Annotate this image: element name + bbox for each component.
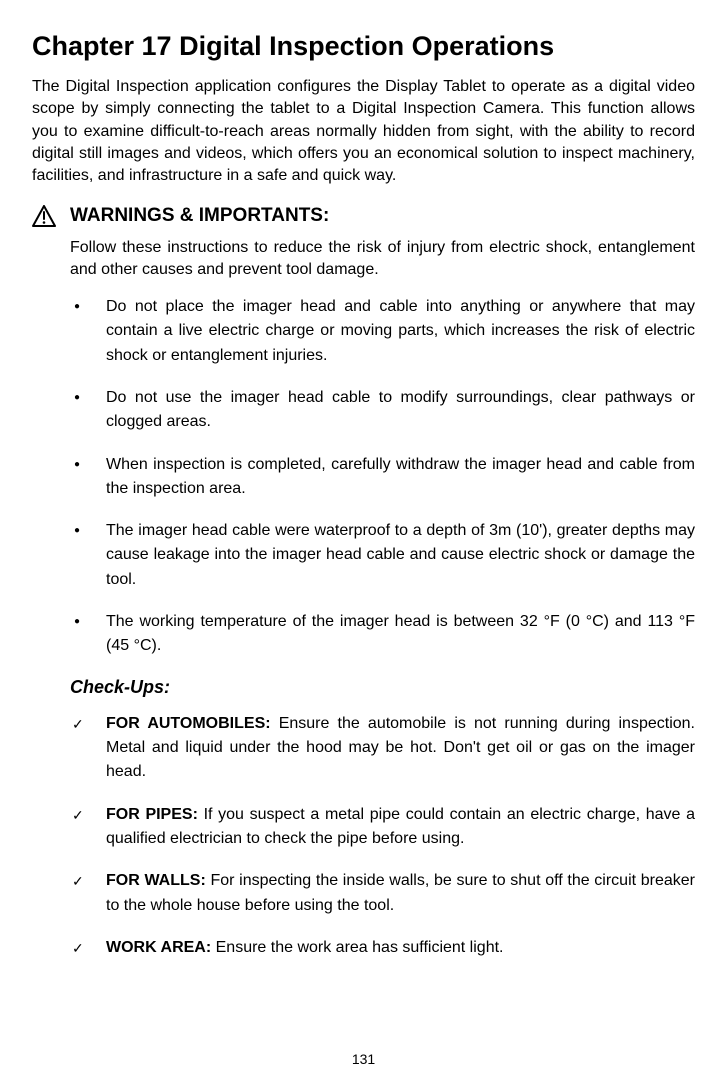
warning-item: Do not use the imager head cable to modi… (70, 386, 695, 435)
chapter-name: Digital Inspection Operations (179, 31, 554, 61)
checkup-lead: WORK AREA: (106, 939, 211, 956)
checkup-lead: FOR PIPES: (106, 806, 198, 823)
warning-item: The imager head cable were waterproof to… (70, 519, 695, 592)
warning-item: When inspection is completed, carefully … (70, 453, 695, 502)
warning-item: The working temperature of the imager he… (70, 610, 695, 659)
checkup-item: FOR PIPES: If you suspect a metal pipe c… (70, 803, 695, 852)
checkup-lead: FOR AUTOMOBILES: (106, 715, 271, 732)
checkup-lead: FOR WALLS: (106, 872, 206, 889)
warnings-title: WARNINGS & IMPORTANTS: (70, 205, 329, 227)
warnings-list: Do not place the imager head and cable i… (70, 295, 695, 659)
checkup-item: FOR AUTOMOBILES: Ensure the automobile i… (70, 712, 695, 785)
checkup-item: FOR WALLS: For inspecting the inside wal… (70, 869, 695, 918)
chapter-title: Chapter 17 Digital Inspection Operations (32, 30, 695, 62)
page-number: 131 (0, 1051, 727, 1067)
warning-icon (32, 205, 56, 227)
checkups-list: FOR AUTOMOBILES: Ensure the automobile i… (70, 712, 695, 961)
intro-paragraph: The Digital Inspection application confi… (32, 76, 695, 186)
chapter-label: Chapter 17 (32, 31, 172, 61)
warning-item: Do not place the imager head and cable i… (70, 295, 695, 368)
checkup-item: WORK AREA: Ensure the work area has suff… (70, 936, 695, 960)
warnings-intro: Follow these instructions to reduce the … (70, 237, 695, 281)
warnings-header: WARNINGS & IMPORTANTS: (32, 205, 695, 227)
page: Chapter 17 Digital Inspection Operations… (0, 0, 727, 1085)
checkups-heading: Check-Ups: (70, 677, 695, 698)
checkup-body: Ensure the work area has sufficient ligh… (211, 939, 503, 956)
